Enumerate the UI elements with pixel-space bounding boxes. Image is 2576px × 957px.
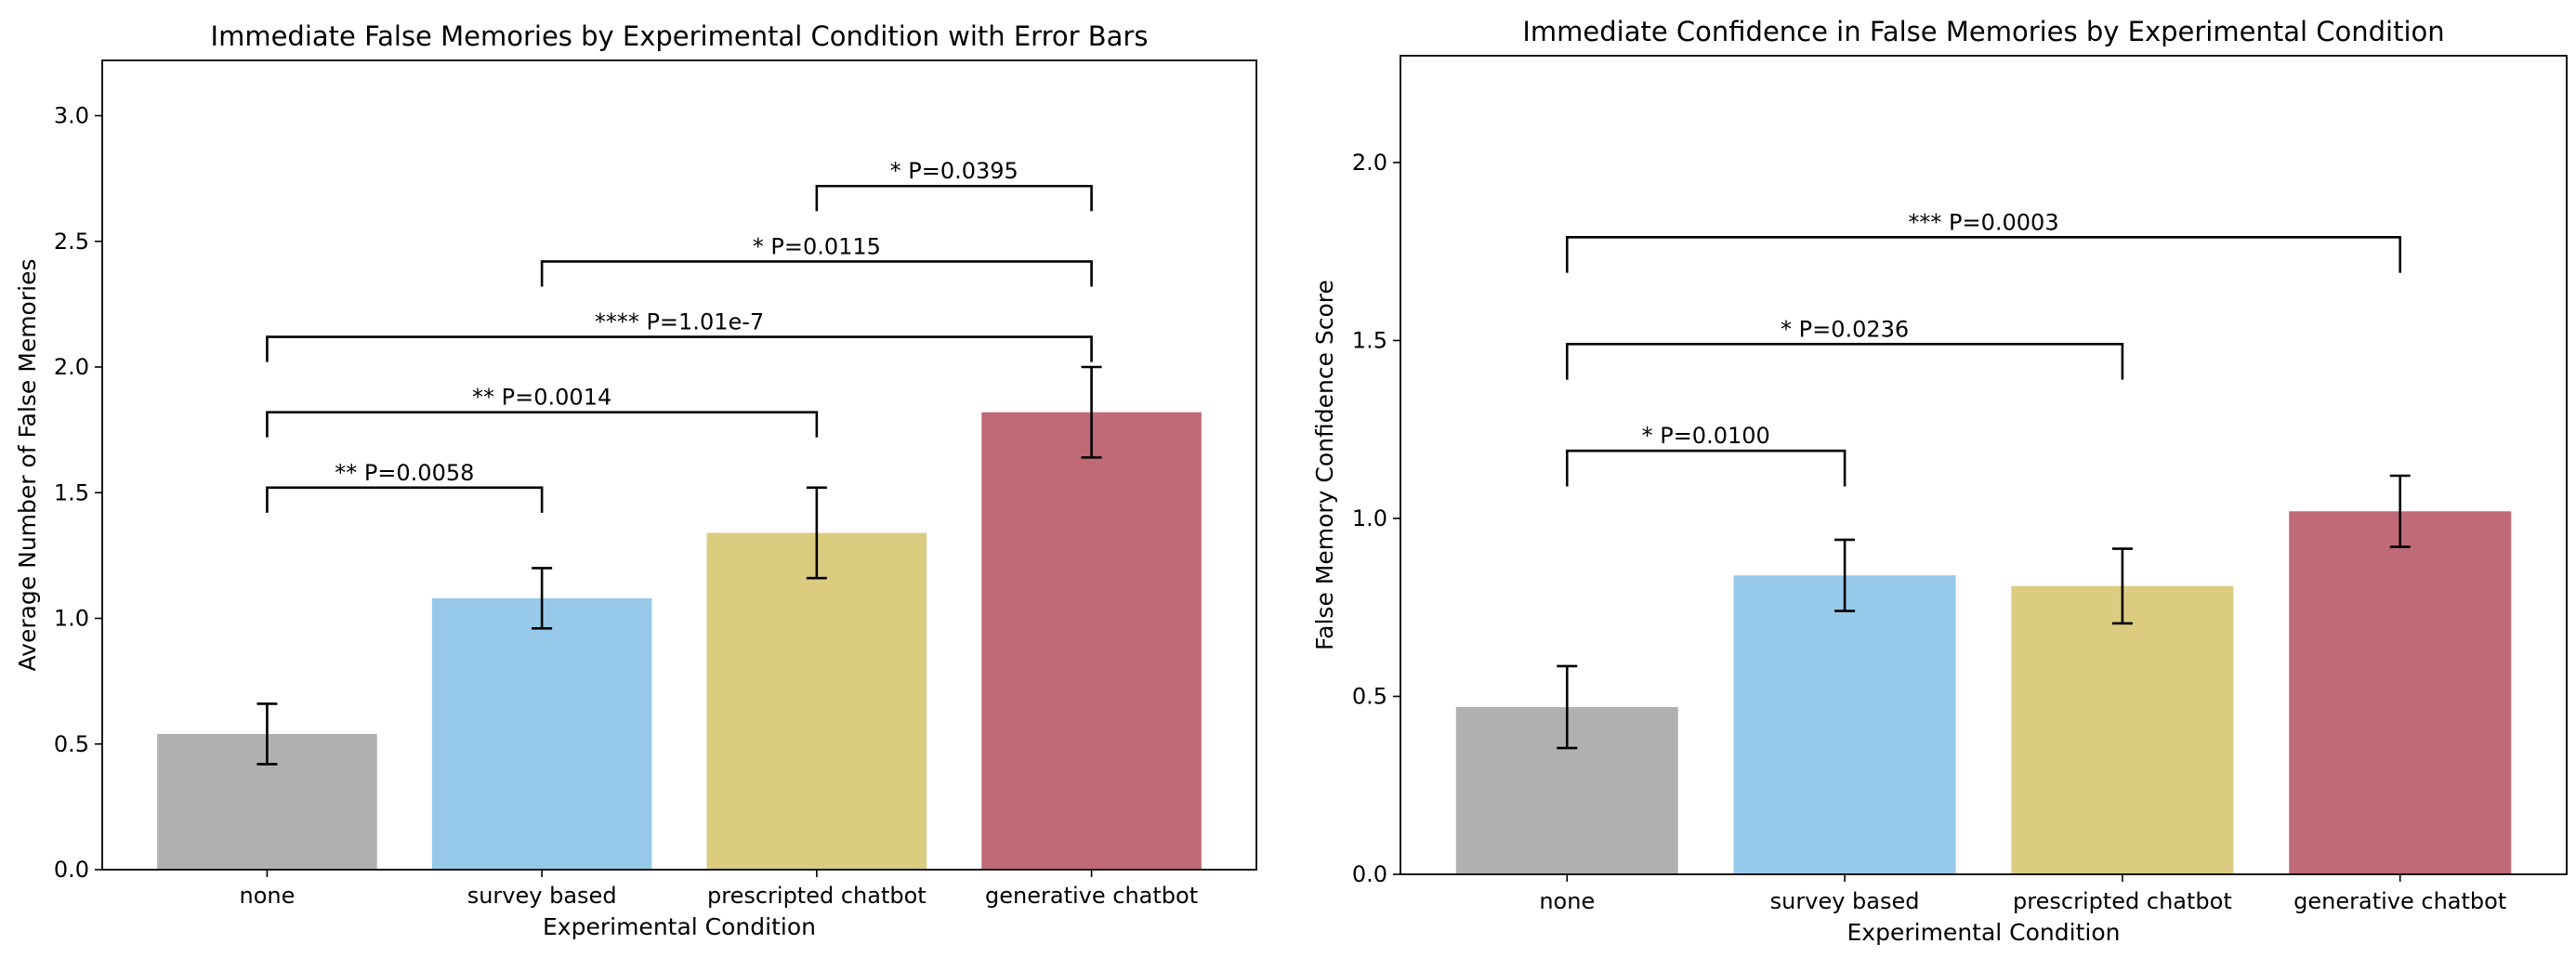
significance-bracket [1565,449,1847,487]
x-tick-label: generative chatbot [985,883,1198,909]
chart-title: Immediate False Memories by Experimental… [211,20,1149,52]
significance-bracket [266,335,1093,362]
significance-bracket [1565,236,2402,273]
significance-bracket [540,260,1093,287]
bar-prescripted-chatbot [706,532,927,870]
significance-bracket [266,411,819,438]
bar-generative-chatbot [2289,511,2512,874]
error-bar-none [1557,664,1578,750]
y-tick-label: 2.0 [54,354,89,380]
error-bar-none [256,702,278,766]
plot-frame [101,59,1257,871]
plot-frame [1400,55,2568,875]
y-tick-label: 0.0 [54,857,89,883]
error-bar-prescripted-chatbot [806,486,827,580]
y-axis-label: False Memory Confidence Score [1311,280,1338,650]
y-tick-label: 0.0 [1352,861,1387,887]
significance-label: **** P=1.01e-7 [595,309,764,335]
y-tick-label: 2.0 [1352,150,1387,176]
x-tick-label: none [1539,888,1595,914]
x-axis-label: Experimental Condition [543,913,816,940]
y-tick-label: 3.0 [54,103,89,129]
y-tick-label: 1.5 [1352,327,1387,353]
x-tick-label: prescripted chatbot [707,883,927,909]
y-axis-label: Average Number of False Memories [14,259,41,672]
x-tick-label: survey based [1770,888,1920,914]
significance-label: * P=0.0115 [753,233,881,259]
y-tick-label: 2.5 [54,229,89,255]
bar-survey-based [431,597,652,870]
significance-label: ** P=0.0058 [335,460,474,486]
chart-false-memories: ** P=0.0058 ** P=0.0014 **** P=1.01e-7 * P=… [14,20,1257,940]
significance-label: * P=0.0100 [1642,423,1770,449]
error-bar-generative-chatbot [1081,365,1102,459]
y-tick-label: 1.0 [1352,505,1387,531]
x-tick-label: generative chatbot [2293,888,2506,914]
significance-bracket [266,486,544,513]
significance-label: *** P=0.0003 [1908,209,2058,235]
bar-prescripted-chatbot [2011,585,2234,874]
y-tick-label: 1.0 [54,606,89,632]
chart-title: Immediate Confidence in False Memories b… [1522,16,2444,47]
error-bar-prescripted-chatbot [2111,547,2133,625]
x-axis-label: Experimental Condition [1847,919,2121,946]
significance-label: * P=0.0395 [890,158,1019,184]
significance-bracket [815,184,1093,212]
bar-survey-based [1733,575,1956,874]
x-tick-label: none [239,883,295,909]
y-tick-label: 0.5 [54,731,89,757]
x-tick-label: prescripted chatbot [2013,888,2232,914]
error-bar-survey-based [532,567,553,630]
error-bar-generative-chatbot [2389,474,2411,548]
significance-bracket [1565,342,2124,380]
significance-label: ** P=0.0014 [472,385,611,411]
y-tick-label: 0.5 [1352,683,1387,709]
significance-label: * P=0.0236 [1781,316,1909,342]
x-tick-label: survey based [467,883,617,909]
y-tick-label: 1.5 [54,479,89,505]
error-bar-survey-based [1834,538,1856,612]
bar-generative-chatbot [981,412,1202,870]
chart-confidence: * P=0.0100 * P=0.0236 *** P=0.0003 0.0 0.5 1.… [1311,16,2568,946]
